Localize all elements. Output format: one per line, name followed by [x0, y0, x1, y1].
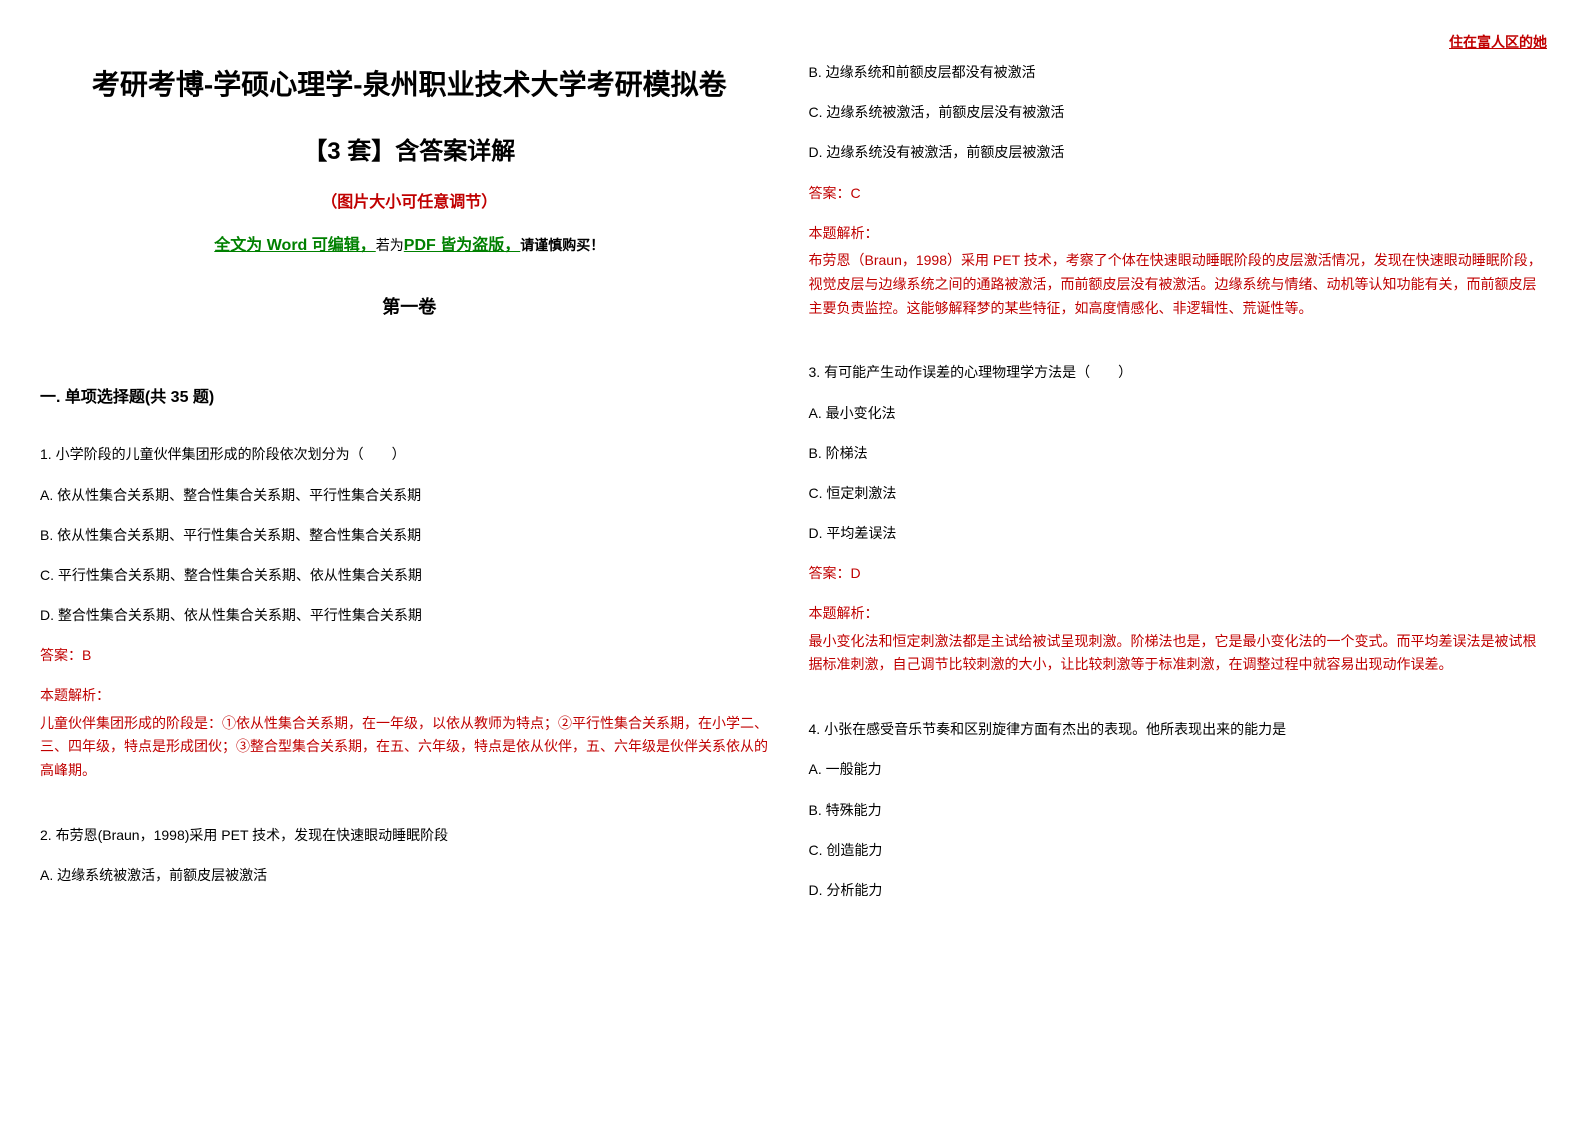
question-text: 2. 布劳恩(Braun，1998)采用 PET 技术，发现在快速眼动睡眠阶段 [40, 823, 779, 848]
title-sub: 【3 套】含答案详解 [40, 130, 779, 173]
question-3: 3. 有可能产生动作误差的心理物理学方法是（ ） A. 最小变化法 B. 阶梯法… [809, 360, 1548, 677]
question-2-continued: B. 边缘系统和前额皮层都没有被激活 C. 边缘系统被激活，前额皮层没有被激活 … [809, 60, 1548, 320]
question-text: 1. 小学阶段的儿童伙伴集团形成的阶段依次划分为（ ） [40, 442, 779, 467]
option-c: C. 创造能力 [809, 838, 1548, 863]
option-a: A. 依从性集合关系期、整合性集合关系期、平行性集合关系期 [40, 483, 779, 508]
analysis-label: 本题解析： [40, 683, 779, 708]
question-text: 4. 小张在感受音乐节奏和区别旋律方面有杰出的表现。他所表现出来的能力是 [809, 717, 1548, 742]
title-note: （图片大小可任意调节） [40, 189, 779, 218]
option-d: D. 整合性集合关系期、依从性集合关系期、平行性集合关系期 [40, 603, 779, 628]
question-text: 3. 有可能产生动作误差的心理物理学方法是（ ） [809, 360, 1548, 385]
answer: 答案：B [40, 643, 779, 668]
title-main: 考研考博-学硕心理学-泉州职业技术大学考研模拟卷 [40, 60, 779, 110]
volume-title: 第一卷 [40, 291, 779, 323]
edit-note-part3: PDF 皆为盗版， [404, 237, 520, 254]
analysis-text: 最小变化法和恒定刺激法都是主试给被试呈现刺激。阶梯法也是，它是最小变化法的一个变… [809, 630, 1548, 678]
option-d: D. 分析能力 [809, 878, 1548, 903]
option-c: C. 平行性集合关系期、整合性集合关系期、依从性集合关系期 [40, 563, 779, 588]
edit-note-part2: 若为 [376, 237, 404, 253]
left-column: 考研考博-学硕心理学-泉州职业技术大学考研模拟卷 【3 套】含答案详解 （图片大… [40, 60, 779, 943]
analysis-text: 儿童伙伴集团形成的阶段是：①依从性集合关系期，在一年级，以依从教师为特点；②平行… [40, 712, 779, 783]
answer: 答案：C [809, 181, 1548, 206]
section-title: 一. 单项选择题(共 35 题) [40, 384, 779, 413]
option-c: C. 恒定刺激法 [809, 481, 1548, 506]
edit-note: 全文为 Word 可编辑，若为PDF 皆为盗版，请谨慎购买！ [40, 232, 779, 261]
question-4: 4. 小张在感受音乐节奏和区别旋律方面有杰出的表现。他所表现出来的能力是 A. … [809, 717, 1548, 903]
edit-note-part4: 请谨慎购买！ [520, 237, 604, 253]
option-a: A. 边缘系统被激活，前额皮层被激活 [40, 863, 779, 888]
page-container: 考研考博-学硕心理学-泉州职业技术大学考研模拟卷 【3 套】含答案详解 （图片大… [0, 0, 1587, 973]
option-b: B. 边缘系统和前额皮层都没有被激活 [809, 60, 1548, 85]
option-d: D. 平均差误法 [809, 521, 1548, 546]
option-a: A. 最小变化法 [809, 401, 1548, 426]
option-b: B. 特殊能力 [809, 798, 1548, 823]
question-2-partial: 2. 布劳恩(Braun，1998)采用 PET 技术，发现在快速眼动睡眠阶段 … [40, 823, 779, 888]
header-tag: 住在富人区的她 [1449, 30, 1547, 55]
option-c: C. 边缘系统被激活，前额皮层没有被激活 [809, 100, 1548, 125]
option-b: B. 依从性集合关系期、平行性集合关系期、整合性集合关系期 [40, 523, 779, 548]
option-a: A. 一般能力 [809, 757, 1548, 782]
analysis-label: 本题解析： [809, 601, 1548, 626]
right-column: B. 边缘系统和前额皮层都没有被激活 C. 边缘系统被激活，前额皮层没有被激活 … [809, 60, 1548, 943]
analysis-label: 本题解析： [809, 221, 1548, 246]
edit-note-part1: 全文为 Word 可编辑， [214, 237, 375, 254]
option-d: D. 边缘系统没有被激活，前额皮层被激活 [809, 140, 1548, 165]
question-1: 1. 小学阶段的儿童伙伴集团形成的阶段依次划分为（ ） A. 依从性集合关系期、… [40, 442, 779, 783]
option-b: B. 阶梯法 [809, 441, 1548, 466]
analysis-text: 布劳恩（Braun，1998）采用 PET 技术，考察了个体在快速眼动睡眠阶段的… [809, 249, 1548, 320]
answer: 答案：D [809, 561, 1548, 586]
